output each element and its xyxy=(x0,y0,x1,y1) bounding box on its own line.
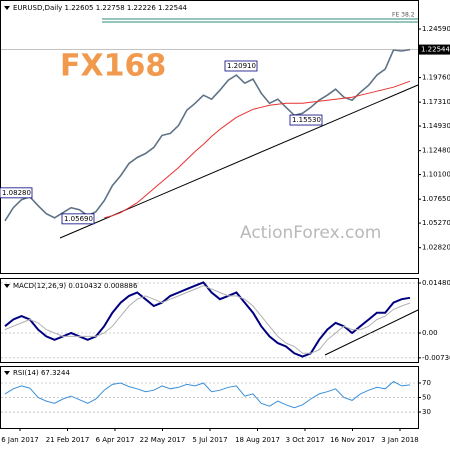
y-tick-label: 1.02820 xyxy=(422,244,450,252)
x-tick-label: 16 Nov 2017 xyxy=(330,436,375,444)
chart-title: EURUSD,Daily 1.22605 1.22758 1.22226 1.2… xyxy=(13,4,188,12)
level-label: 1.15530 xyxy=(292,116,321,124)
watermark: ActionForex.com xyxy=(240,223,381,243)
y-tick-label: 1.19760 xyxy=(422,74,450,82)
series-line xyxy=(4,380,411,409)
level-label: 1.20910 xyxy=(227,62,256,70)
x-tick-label: 21 Feb 2017 xyxy=(46,436,90,444)
last-price-label: 1.22544 xyxy=(421,46,450,54)
watermark-logo: FX168 xyxy=(60,49,166,84)
level-label: 1.05690 xyxy=(64,215,93,223)
indicator-arrow xyxy=(4,284,10,288)
price-panel-frame xyxy=(0,0,419,274)
series-line xyxy=(4,285,411,354)
x-tick-label: 3 Oct 2017 xyxy=(286,436,325,444)
y-tick-label: 1.12480 xyxy=(422,147,450,155)
y-tick-label: -0.007365 xyxy=(422,354,450,362)
rsi-title: RSI(14) 67.3244 xyxy=(13,369,70,377)
series-line xyxy=(104,80,411,219)
y-tick-label: 0.014807 xyxy=(422,279,450,287)
y-tick-label: 1.10100 xyxy=(422,171,450,179)
y-tick-label: 0.00 xyxy=(422,329,438,337)
indicator-arrow xyxy=(4,371,10,375)
y-tick-label: 70 xyxy=(422,379,431,387)
y-tick-label: 30 xyxy=(422,408,431,416)
macd-title: MACD(12,26,9) 0.010432 0.008886 xyxy=(13,282,138,290)
level-box xyxy=(0,187,33,199)
level-box xyxy=(289,114,323,126)
last-price-box xyxy=(419,44,450,55)
x-tick-label: 22 May 2017 xyxy=(140,436,186,444)
y-tick-label: 1.07650 xyxy=(422,195,450,203)
series-line xyxy=(4,48,411,222)
x-tick-label: 6 Apr 2017 xyxy=(96,436,135,444)
trend-line xyxy=(324,309,419,356)
x-tick-label: 3 Jan 2018 xyxy=(381,436,419,444)
x-tick-label: 18 Aug 2017 xyxy=(235,436,280,444)
y-tick-label: 1.24590 xyxy=(422,25,450,33)
trend-line xyxy=(59,84,419,239)
y-tick-label: 1.17310 xyxy=(422,98,450,106)
fibo-label: FE 38.2 xyxy=(392,12,415,19)
x-tick-label: 6 Jan 2017 xyxy=(1,436,39,444)
x-tick-label: 5 Jul 2017 xyxy=(192,436,227,444)
y-tick-label: 50 xyxy=(422,394,431,402)
y-tick-label: 1.14930 xyxy=(422,122,450,130)
macd-panel-frame xyxy=(0,278,419,363)
indicator-arrow xyxy=(4,6,10,10)
y-tick-label: 1.05270 xyxy=(422,219,450,227)
level-box xyxy=(224,60,258,72)
level-label: 1.08280 xyxy=(2,189,31,197)
level-box xyxy=(61,213,95,225)
